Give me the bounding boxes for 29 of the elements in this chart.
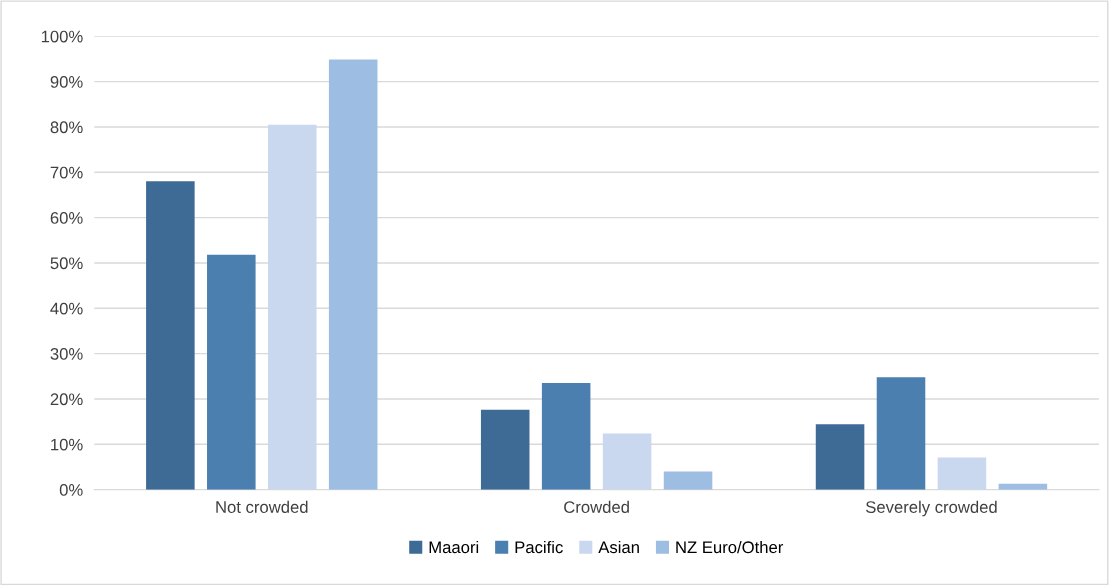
bar bbox=[146, 181, 195, 490]
x-tick-label: Severely crowded bbox=[866, 500, 997, 517]
y-tick-label: 30% bbox=[50, 348, 83, 360]
legend-label: Pacific bbox=[515, 540, 563, 554]
legend-label: Asian bbox=[598, 540, 639, 554]
bar bbox=[207, 254, 256, 490]
y-tick-label: 100% bbox=[41, 30, 83, 43]
bar bbox=[937, 457, 987, 490]
bar bbox=[602, 433, 652, 490]
y-tick-label: 90% bbox=[50, 76, 83, 88]
bar bbox=[815, 424, 865, 490]
bar bbox=[267, 124, 317, 490]
y-tick-label: 10% bbox=[51, 438, 83, 451]
x-tick-label: Crowded bbox=[564, 500, 629, 513]
y-tick-label: 70% bbox=[50, 166, 83, 179]
y-tick-label: 0% bbox=[59, 484, 83, 496]
x-tick-label: Not crowded bbox=[216, 500, 308, 513]
bar bbox=[663, 471, 713, 490]
bar bbox=[328, 59, 378, 490]
bar bbox=[480, 409, 530, 490]
y-tick-label: 50% bbox=[50, 257, 83, 270]
y-tick-label: 40% bbox=[50, 302, 83, 315]
y-tick-label: 20% bbox=[50, 393, 83, 406]
bar bbox=[541, 383, 591, 490]
bar bbox=[876, 377, 926, 490]
y-tick-label: 80% bbox=[50, 121, 83, 134]
legend-label: NZ Euro/Other bbox=[676, 540, 784, 554]
legend-label: Maaori bbox=[429, 540, 479, 554]
y-tick-label: 60% bbox=[50, 212, 83, 224]
